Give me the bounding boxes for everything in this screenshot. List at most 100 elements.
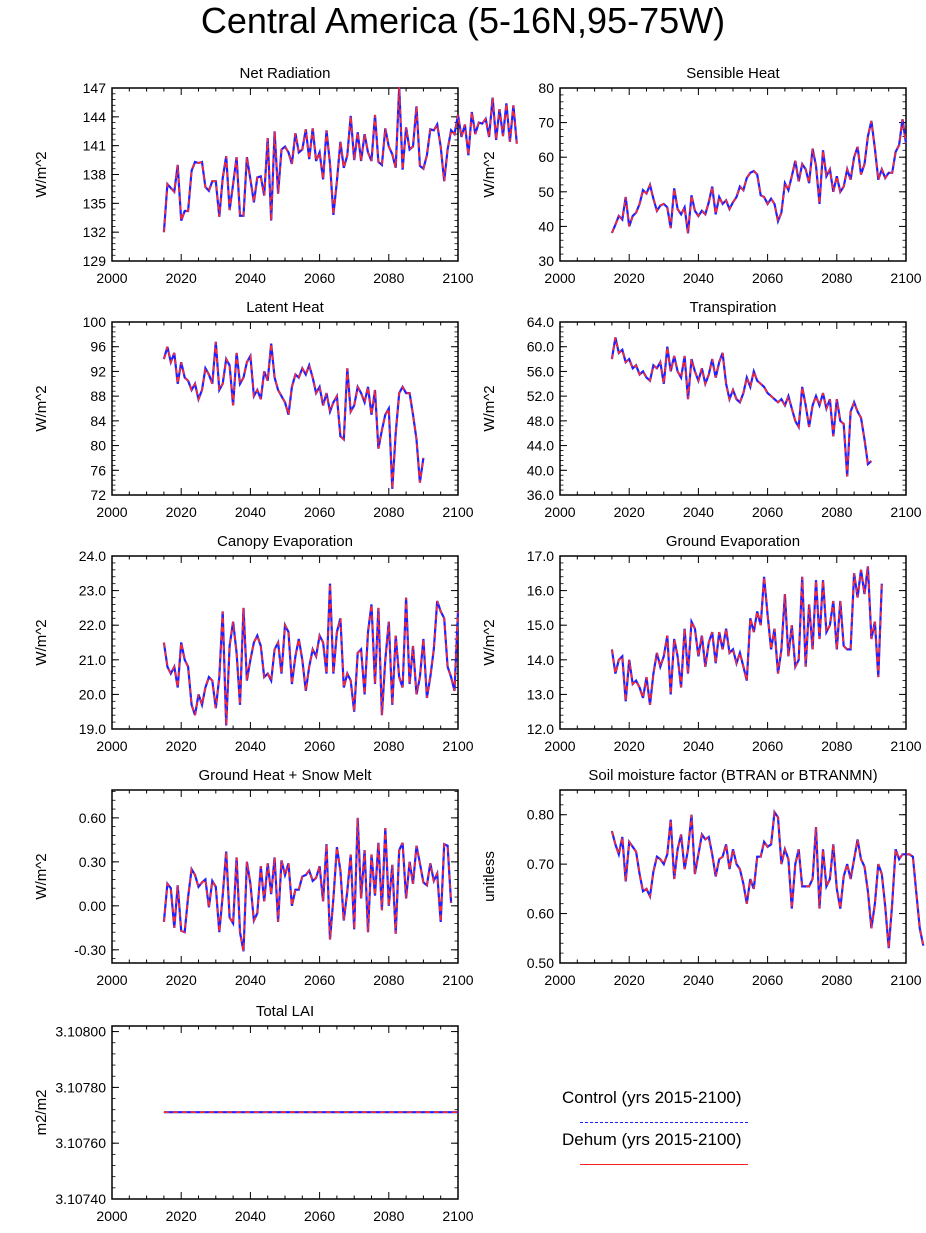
y-tick-label: 138 xyxy=(83,167,107,183)
series-control xyxy=(162,86,518,233)
y-tick-label: 141 xyxy=(83,138,107,154)
y-axis-label: W/m^2 xyxy=(33,619,50,665)
panel-title: Ground Evaporation xyxy=(666,533,800,550)
plot-frame xyxy=(111,321,459,496)
x-tick-label: 2020 xyxy=(166,270,197,286)
x-tick-label: 2040 xyxy=(683,972,714,988)
y-tick-label: 147 xyxy=(83,80,107,96)
x-tick-label: 2020 xyxy=(614,504,645,520)
y-tick-label: 15.0 xyxy=(527,617,554,633)
y-tick-label: 44.0 xyxy=(527,438,554,454)
y-axis-label: W/m^2 xyxy=(481,151,498,197)
y-tick-label: 56.0 xyxy=(527,363,554,379)
series-dehum xyxy=(611,118,907,234)
y-axis-label: W/m^2 xyxy=(481,619,498,665)
series-control xyxy=(610,566,883,705)
x-tick-label: 2020 xyxy=(166,738,197,754)
panel-4: Transpiration W/m^2 2000 2020 2040 2060 2080 21… xyxy=(481,299,922,520)
y-axis-label: W/m^2 xyxy=(33,151,50,197)
series-dehum xyxy=(163,583,459,726)
series-dehum xyxy=(163,86,518,233)
panel-title: Net Radiation xyxy=(240,65,331,82)
x-tick-label: 2080 xyxy=(373,972,404,988)
series-dehum xyxy=(611,809,925,949)
x-tick-label: 2100 xyxy=(442,738,473,754)
x-tick-label: 2040 xyxy=(235,1208,266,1224)
x-tick-label: 2100 xyxy=(442,1208,473,1224)
panel-6: Ground Evaporation W/m^2 2000 2020 2040 2060 2… xyxy=(481,533,922,754)
y-tick-label: 80 xyxy=(538,80,554,96)
y-tick-label: 23.0 xyxy=(79,583,106,599)
y-tick-label: 0.60 xyxy=(79,810,106,826)
x-tick-label: 2000 xyxy=(96,1208,127,1224)
y-tick-label: 0.70 xyxy=(527,856,554,872)
x-tick-label: 2000 xyxy=(544,738,575,754)
x-tick-label: 2020 xyxy=(614,270,645,286)
y-tick-label: 3.10800 xyxy=(55,1024,106,1040)
x-tick-label: 2040 xyxy=(235,270,266,286)
x-tick-label: 2080 xyxy=(821,504,852,520)
x-tick-label: 2060 xyxy=(304,504,335,520)
panel-title: Canopy Evaporation xyxy=(217,533,353,550)
x-tick-label: 2020 xyxy=(614,738,645,754)
series-dehum xyxy=(611,337,872,477)
y-tick-label: 50 xyxy=(538,184,554,200)
y-tick-label: 48.0 xyxy=(527,413,554,429)
y-tick-label: 30 xyxy=(538,253,554,269)
x-tick-label: 2080 xyxy=(821,738,852,754)
y-tick-label: 0.60 xyxy=(527,906,554,922)
y-tick-label: 135 xyxy=(83,195,107,211)
panel-3: Latent Heat W/m^2 2000 2020 2040 2060 2080 2100… xyxy=(33,299,474,520)
y-tick-label: 80 xyxy=(90,438,106,454)
x-tick-label: 2080 xyxy=(373,270,404,286)
y-tick-label: 14.0 xyxy=(527,652,554,668)
y-tick-label: 21.0 xyxy=(79,652,106,668)
series-dehum xyxy=(611,566,883,705)
y-tick-label: 24.0 xyxy=(79,548,106,564)
panel-title: Transpiration xyxy=(690,299,777,316)
panel-2: Sensible Heat W/m^2 2000 2020 2040 2060 2080 21… xyxy=(481,65,922,286)
y-axis-label: unitless xyxy=(481,851,498,902)
y-tick-label: 92 xyxy=(90,363,106,379)
y-tick-label: 64.0 xyxy=(527,314,554,330)
plot-frame xyxy=(111,87,459,262)
x-tick-label: 2100 xyxy=(890,504,921,520)
y-tick-label: 72 xyxy=(90,487,106,503)
x-tick-label: 2000 xyxy=(96,270,127,286)
x-tick-label: 2060 xyxy=(752,972,783,988)
y-tick-label: 144 xyxy=(83,109,107,125)
panel-9: Total LAI m2/m2 2000 2020 2040 2060 2080 2100 3.… xyxy=(33,1003,474,1224)
x-tick-label: 2100 xyxy=(442,972,473,988)
x-tick-label: 2040 xyxy=(683,738,714,754)
y-tick-label: 88 xyxy=(90,388,106,404)
y-tick-label: 3.10780 xyxy=(55,1079,106,1095)
y-tick-label: 16.0 xyxy=(527,583,554,599)
plot-frame xyxy=(559,87,907,262)
panel-title: Soil moisture factor (BTRAN or BTRANMN) xyxy=(588,767,877,784)
x-tick-label: 2040 xyxy=(235,972,266,988)
y-tick-label: 0.80 xyxy=(527,807,554,823)
panel-7: Ground Heat + Snow Melt W/m^2 2000 2020 2040… xyxy=(33,767,474,988)
x-tick-label: 2060 xyxy=(752,270,783,286)
x-tick-label: 2100 xyxy=(442,270,473,286)
y-tick-label: 22.0 xyxy=(79,617,106,633)
x-tick-label: 2060 xyxy=(304,270,335,286)
y-tick-label: -0.30 xyxy=(74,942,106,958)
x-tick-label: 2080 xyxy=(373,1208,404,1224)
y-tick-label: 100 xyxy=(83,314,107,330)
x-tick-label: 2020 xyxy=(166,972,197,988)
x-tick-label: 2040 xyxy=(683,270,714,286)
x-tick-label: 2080 xyxy=(821,270,852,286)
series-dehum xyxy=(163,341,425,489)
x-tick-label: 2000 xyxy=(544,270,575,286)
y-axis-label: W/m^2 xyxy=(33,385,50,431)
panel-1: Net Radiation W/m^2 2000 2020 2040 2060 2080 21… xyxy=(33,65,518,286)
series-dehum xyxy=(163,817,452,952)
panel-5: Canopy Evaporation W/m^2 2000 2020 2040 2060 2… xyxy=(33,533,474,754)
x-tick-label: 2000 xyxy=(96,504,127,520)
y-tick-label: 0.50 xyxy=(527,955,554,971)
x-tick-label: 2000 xyxy=(544,972,575,988)
y-tick-label: 129 xyxy=(83,253,107,269)
y-tick-label: 52.0 xyxy=(527,388,554,404)
